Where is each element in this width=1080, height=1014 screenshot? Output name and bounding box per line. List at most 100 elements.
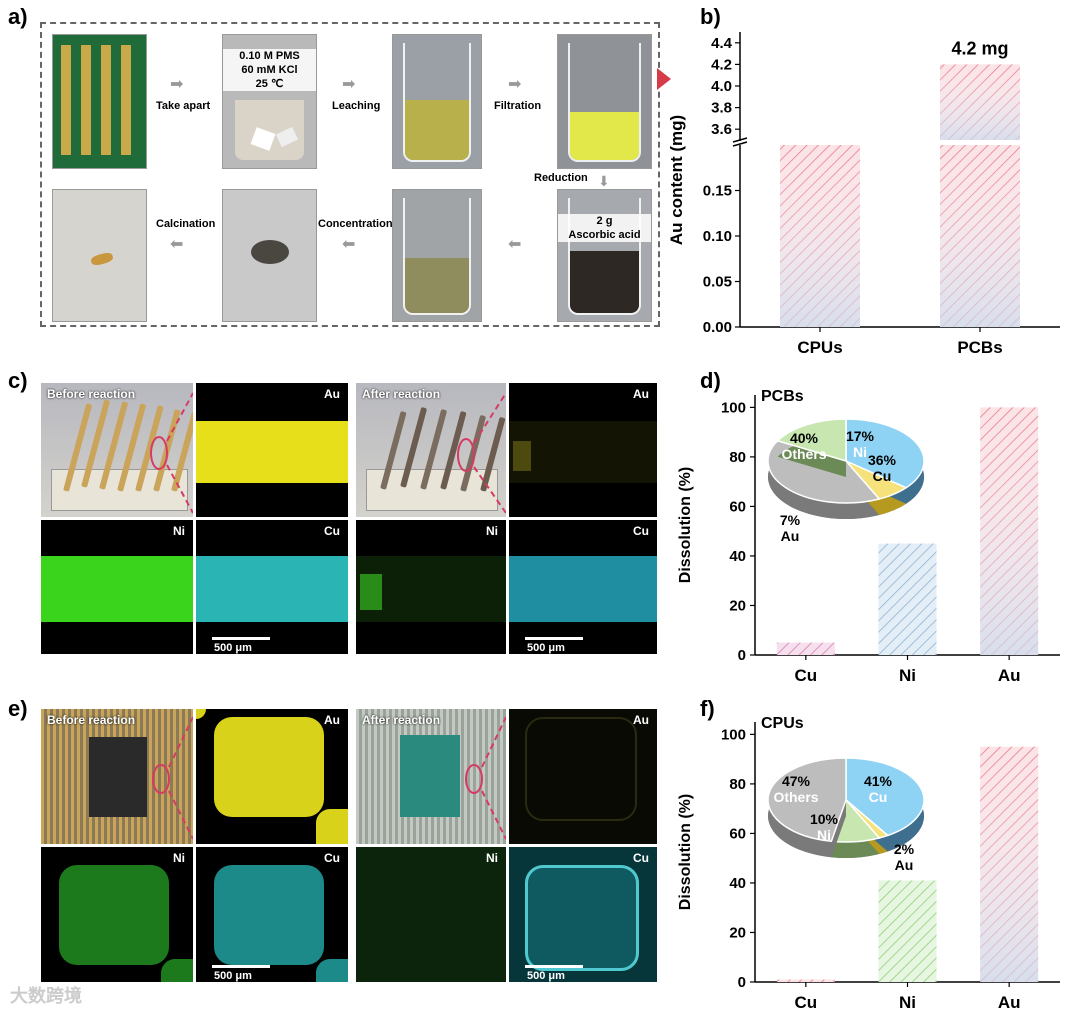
arrow-left-icon: ⬅ (170, 236, 184, 253)
y-tick-label: 3.6 (711, 121, 732, 138)
y-axis-label: Au content (mg) (667, 115, 686, 245)
panel-label-c: c) (8, 368, 28, 393)
ni-label: Ni (173, 851, 185, 865)
bar-fade (980, 746, 1039, 982)
arrow-down-icon: ⬇ (598, 173, 610, 189)
y-tick-label: 60 (729, 498, 746, 515)
bar-ni (878, 880, 937, 982)
panel-label-b: b) (700, 4, 721, 29)
au-label: Au (633, 713, 649, 727)
au-label: Au (324, 713, 340, 727)
cu-label: Cu (633, 524, 649, 538)
pointer-icon (657, 68, 671, 90)
reducer-text-2: Ascorbic acid (558, 228, 651, 242)
pie-label-pct: 47% (782, 773, 811, 789)
axis-break-gap (734, 141, 746, 145)
y-tick-label: 100 (721, 399, 746, 416)
step-reduction: Reduction (534, 172, 588, 184)
pie-label-name: Au (781, 528, 800, 544)
y-tick-label: 100 (721, 726, 746, 743)
chart-b: 0.00 0.05 0.10 0.15 3.6 3.8 4.0 4.2 4.4 Au conten… (667, 32, 1060, 357)
step-leaching: Leaching (332, 100, 381, 112)
pie-label-name: Others (773, 789, 818, 805)
e-after-cu-map: Cu 500 μm (508, 846, 658, 983)
gold-nugget-photo (52, 189, 147, 322)
c-after-ni-map: Ni (355, 519, 507, 655)
y-tick-label: 0.00 (703, 319, 732, 336)
x-tick-label: Au (998, 993, 1021, 1012)
y-tick-label: 20 (729, 924, 746, 941)
pie-slice-others (767, 757, 847, 843)
pie-label-name: Au (895, 857, 914, 873)
step-concentration: Concentration (318, 218, 393, 230)
x-tick-label: Ni (899, 993, 916, 1012)
pie-label-pct: 2% (894, 841, 915, 857)
pie-label-name: Others (781, 446, 826, 462)
panel-label-f: f) (700, 696, 715, 721)
y-axis-label: Dissolution (%) (677, 794, 694, 910)
y-tick-label: 80 (729, 776, 746, 793)
scale-bar (525, 637, 583, 640)
cu-label: Cu (324, 524, 340, 538)
y-tick-label: 40 (729, 875, 746, 892)
y-tick-label: 0.05 (703, 274, 732, 291)
e-after-au-map: Au (508, 708, 658, 845)
gold-powder-photo (222, 189, 317, 322)
cu-label: Cu (633, 851, 649, 865)
step-take-apart: Take apart (156, 100, 211, 112)
data-label: 4.2 mg (951, 38, 1008, 58)
watermark: 大数跨境 (10, 986, 82, 1006)
reducer-text-1: 2 g (558, 214, 651, 228)
y-tick-label: 0 (738, 647, 746, 664)
scale-bar (525, 965, 583, 968)
bar-fade (940, 64, 1020, 140)
ni-label: Ni (486, 524, 498, 538)
reduced-solution-photo: 2 g Ascorbic acid (557, 189, 652, 322)
axis-break-mark (732, 141, 748, 147)
y-tick-label: 60 (729, 825, 746, 842)
e-after-ni-map: Ni (355, 846, 507, 983)
c-before-ni-map: Ni (40, 519, 194, 655)
scale-bar (212, 637, 270, 640)
bar-ni (878, 543, 937, 655)
c-before-au-map: Au (195, 382, 349, 518)
e-before-ni-map: Ni (40, 846, 194, 983)
scale-text: 500 μm (527, 642, 565, 654)
e-before-label: Before reaction (47, 713, 136, 727)
c-after-cu-map: Cu 500 μm (508, 519, 658, 655)
bar-cu (776, 979, 835, 982)
beaker-text-2: 60 mM KCl (223, 63, 316, 77)
y-tick-label: 0 (738, 974, 746, 991)
panel-label-a: a) (8, 4, 28, 29)
process-flow: ➡ Take apart 0.10 M PMS 60 mM KCl 25 ℃ ➡… (40, 22, 660, 327)
pie-label-pct: 36% (868, 452, 897, 468)
y-tick-label: 80 (729, 449, 746, 466)
ni-label: Ni (486, 851, 498, 865)
scale-text: 500 μm (214, 970, 252, 982)
panel-label-e: e) (8, 696, 28, 721)
x-tick-label: CPUs (797, 338, 842, 357)
scale-text: 500 μm (527, 970, 565, 982)
y-tick-label: 40 (729, 548, 746, 565)
y-tick-label: 3.8 (711, 100, 732, 117)
e-after-label: After reaction (362, 713, 441, 727)
au-label: Au (324, 387, 340, 401)
pie-slice-cu (845, 418, 925, 489)
arrow-left-icon: ⬅ (342, 236, 356, 253)
e-before-photo: Before reaction (40, 708, 194, 845)
c-after-label: After reaction (362, 387, 441, 401)
pie-label-pct: 41% (864, 773, 893, 789)
y-tick-label: 4.4 (711, 35, 733, 52)
chart-title: PCBs (761, 388, 804, 405)
step-calcination: Calcination (156, 218, 216, 230)
arrow-right-icon: ➡ (508, 76, 522, 93)
x-tick-label: PCBs (957, 338, 1002, 357)
bar-cu (776, 642, 835, 655)
pie-label-pct: 40% (790, 430, 819, 446)
y-tick-label: 20 (729, 597, 746, 614)
y-tick-label: 0.10 (703, 228, 732, 245)
leaching-beaker-photo: 0.10 M PMS 60 mM KCl 25 ℃ (222, 34, 317, 169)
cu-label: Cu (324, 851, 340, 865)
pcb-board-photo (52, 34, 147, 169)
c-after-photo: After reaction (355, 382, 507, 518)
